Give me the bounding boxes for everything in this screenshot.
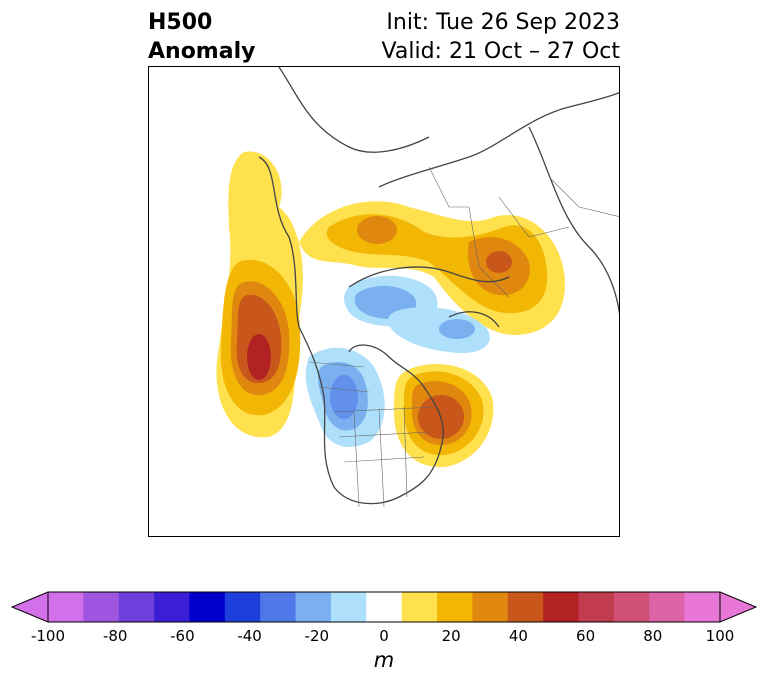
anomaly-map xyxy=(148,66,620,537)
colorbar-cell xyxy=(154,592,191,622)
colorbar-tick-label: -80 xyxy=(102,627,128,645)
colorbar-cell xyxy=(578,592,615,622)
colorbar-tick-label: -20 xyxy=(304,627,330,645)
colorbar-tick-label: 20 xyxy=(441,627,461,645)
colorbar-tick-label: 80 xyxy=(643,627,663,645)
colorbar xyxy=(10,591,758,623)
colorbar-tick-label: 100 xyxy=(705,627,735,645)
colorbar-cell xyxy=(684,592,721,622)
colorbar-outline xyxy=(47,591,721,623)
anomaly-positive-ne-canada xyxy=(394,364,494,468)
colorbar-tick-label: -40 xyxy=(237,627,262,645)
title-line-2: Anomaly xyxy=(148,39,256,64)
anomaly-negative-arctic xyxy=(344,275,490,354)
colorbar-cell xyxy=(260,592,297,622)
colorbar-tick-label: 0 xyxy=(379,627,389,645)
colorbar-extend-high xyxy=(719,591,758,623)
colorbar-cell xyxy=(366,592,403,622)
colorbar-cell xyxy=(437,592,474,622)
colorbar-tick-label: -100 xyxy=(30,627,66,645)
valid-dates: Valid: 21 Oct – 27 Oct xyxy=(381,39,620,64)
colorbar-cell xyxy=(224,592,261,622)
colorbar-tick-label: 60 xyxy=(576,627,596,645)
anomaly-negative-canada xyxy=(305,347,385,447)
colorbar-cell xyxy=(330,592,367,622)
colorbar-cell xyxy=(472,592,509,622)
colorbar-tick-label: -60 xyxy=(170,627,195,645)
map-title: H500 Anomaly xyxy=(148,8,255,66)
colorbar-cell xyxy=(649,592,686,622)
colorbar-cell xyxy=(613,592,650,622)
colorbar-tick-label: 40 xyxy=(508,627,528,645)
date-info: Init: Tue 26 Sep 2023 Valid: 21 Oct – 27… xyxy=(382,8,620,66)
init-date: Init: Tue 26 Sep 2023 xyxy=(386,10,620,35)
colorbar-cell xyxy=(543,592,580,622)
colorbar-cell xyxy=(83,592,120,622)
colorbar-unit: m xyxy=(373,648,395,672)
anomaly-positive-pacific xyxy=(216,151,303,438)
title-line-1: H500 xyxy=(148,10,213,35)
colorbar-cell xyxy=(189,592,226,622)
map-canvas xyxy=(216,67,619,508)
colorbar-cell xyxy=(295,592,332,622)
colorbar-cell xyxy=(401,592,438,622)
colorbar-cell xyxy=(118,592,155,622)
colorbar-cell xyxy=(507,592,544,622)
coastlines xyxy=(258,67,619,505)
colorbar-extend-low xyxy=(10,591,49,623)
political-borders xyxy=(308,166,619,508)
colorbar-cell xyxy=(48,592,84,622)
